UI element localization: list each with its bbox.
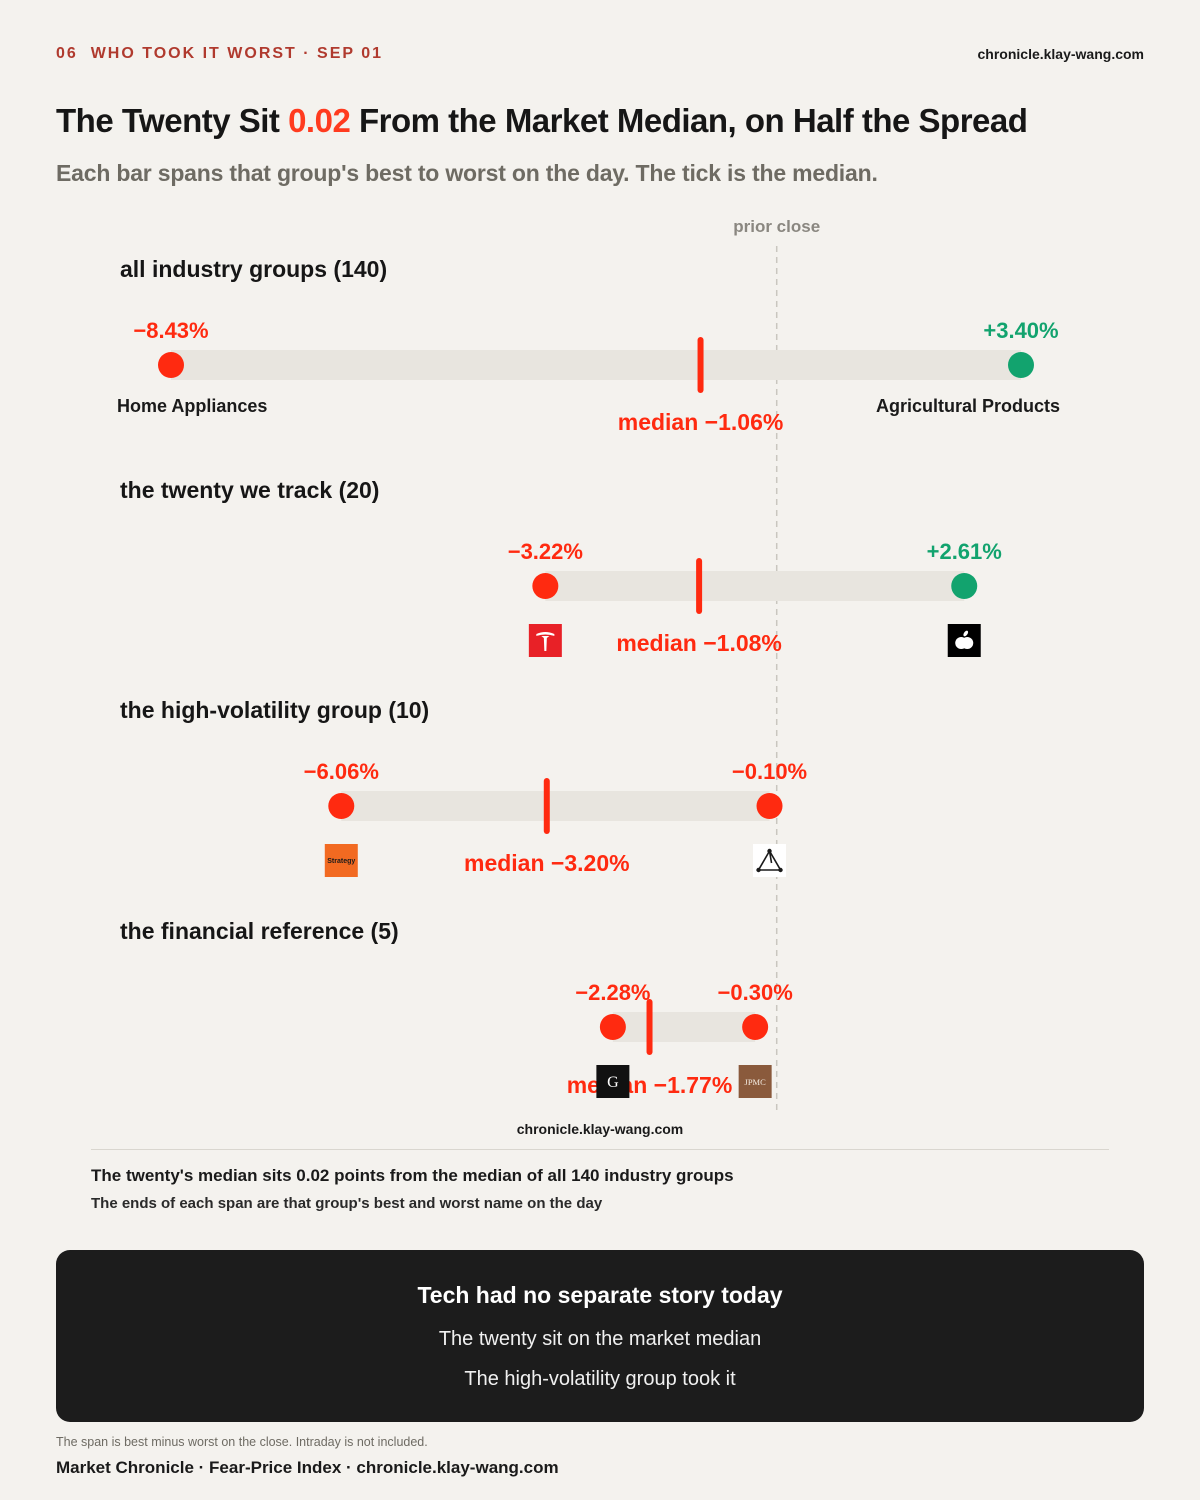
min-value-label: −3.22%: [508, 539, 583, 564]
group-label: the financial reference (5): [120, 918, 399, 944]
max-dot: [1008, 352, 1034, 378]
apple-body-right: [961, 637, 974, 649]
footnote: The span is best minus worst on the clos…: [56, 1435, 428, 1449]
median-label: median −1.77%: [567, 1072, 733, 1098]
max-name-label: Agricultural Products: [876, 396, 1060, 416]
max-dot: [951, 573, 978, 599]
range-track: [612, 1012, 756, 1042]
footer: Market Chronicle · Fear-Price Index · ch…: [56, 1458, 559, 1477]
site-link[interactable]: chronicle.klay-wang.com: [977, 46, 1145, 62]
callout-line-1: The twenty sit on the market median: [438, 1328, 762, 1350]
divider: [91, 1149, 1109, 1150]
tesla-arc: [536, 632, 555, 636]
jpmc-logo-icon: [738, 1065, 772, 1098]
range-chart: prior close all industry groups (140) −8.4…: [117, 217, 1060, 1137]
jpmc-logo-text: JPMC: [745, 1077, 767, 1087]
node-right: [778, 867, 783, 873]
goldman-logo-icon: [596, 1065, 630, 1098]
reference-label: prior close: [733, 217, 820, 236]
max-dot: [756, 793, 783, 819]
kicker-text: WHO TOOK IT WORST · SEP 01: [90, 45, 384, 62]
tesla-stem: [541, 636, 550, 651]
min-value-label: −6.06%: [304, 759, 379, 784]
note-span: The ends of each span are that group's b…: [91, 1195, 603, 1212]
strategy-logo-icon: [324, 844, 358, 877]
node-top: [767, 848, 772, 854]
kicker-number: 06: [56, 45, 78, 62]
max-value-label: −0.10%: [732, 759, 807, 784]
callout-box: Tech had no separate story today The twe…: [56, 1250, 1144, 1422]
min-name-label: Home Appliances: [117, 396, 267, 416]
range-track: [341, 791, 770, 821]
group-label: all industry groups (140): [120, 256, 387, 282]
range-track: [545, 571, 965, 601]
range-track: [171, 350, 1021, 380]
min-value-label: −2.28%: [575, 980, 650, 1005]
note-median: The twenty's median sits 0.02 points fro…: [91, 1166, 734, 1185]
max-value-label: +2.61%: [927, 539, 1002, 564]
min-dot: [158, 352, 184, 378]
max-value-label: −0.30%: [718, 980, 793, 1005]
strategy-logo-text: Strategy: [327, 858, 355, 865]
kicker: 06 WHO TOOK IT WORST · SEP 01: [56, 45, 383, 63]
max-dot: [742, 1014, 769, 1040]
callout-line-2: The high-volatility group took it: [464, 1368, 736, 1390]
max-value-label: +3.40%: [983, 318, 1058, 343]
callout-title: Tech had no separate story today: [417, 1282, 783, 1308]
title-before: The Twenty Sit: [56, 102, 289, 139]
min-dot: [532, 573, 559, 599]
min-dot: [328, 793, 355, 819]
median-label: median −1.06%: [618, 409, 784, 435]
min-value-label: −8.43%: [133, 318, 208, 343]
title-after: From the Market Median, on Half the Spre…: [350, 102, 1028, 139]
title-highlight: 0.02: [288, 102, 351, 139]
min-dot: [599, 1014, 626, 1040]
node-left: [756, 867, 761, 873]
page-subtitle: Each bar spans that group's best to wors…: [56, 160, 878, 186]
median-label: median −1.08%: [616, 630, 782, 656]
median-label: median −3.20%: [464, 850, 630, 876]
goldman-logo-text: G: [607, 1074, 619, 1091]
group-label: the high-volatility group (10): [120, 697, 429, 723]
chart-watermark: chronicle.klay-wang.com: [517, 1121, 684, 1137]
group-label: the twenty we track (20): [120, 477, 379, 503]
page-title: The Twenty Sit 0.02 From the Market Medi…: [56, 102, 1028, 140]
apple-leaf: [963, 630, 969, 637]
